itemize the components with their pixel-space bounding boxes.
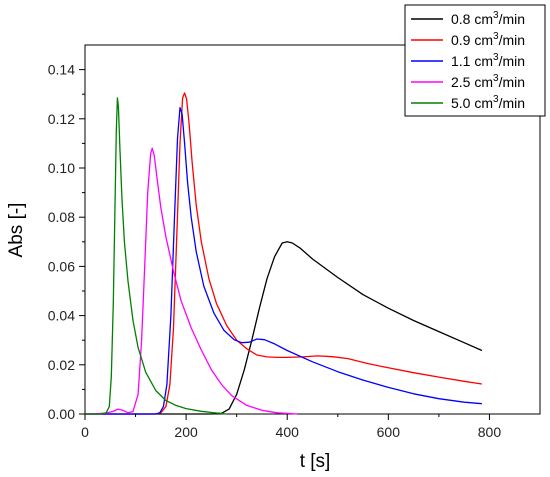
legend-label-unit: /min	[499, 32, 525, 48]
x-tick-label: 400	[276, 424, 300, 440]
legend-label-main: 1.1 cm	[451, 53, 493, 69]
plot-frame	[84, 44, 541, 415]
series-line-4	[85, 97, 227, 415]
legend-label-sup: 3	[493, 52, 499, 63]
legend-label-main: 0.9 cm	[451, 32, 493, 48]
legend-label-unit: /min	[499, 11, 525, 27]
y-tick-label: 0.00	[48, 406, 75, 422]
legend-label-2: 1.1 cm3/min	[451, 52, 525, 69]
legend-label-3: 2.5 cm3/min	[451, 73, 525, 90]
legend-label-0: 0.8 cm3/min	[451, 10, 525, 27]
series-line-2	[85, 107, 482, 415]
y-tick-label: 0.06	[48, 258, 75, 274]
legend-label-sup: 3	[493, 94, 499, 105]
y-tick-label: 0.04	[48, 308, 75, 324]
legend-label-1: 0.9 cm3/min	[451, 31, 525, 48]
y-tick-label: 0.10	[48, 160, 75, 176]
y-axis-title: Abs [-]	[6, 203, 27, 258]
legend-label-unit: /min	[499, 95, 525, 111]
legend-label-4: 5.0 cm3/min	[451, 94, 525, 111]
legend-label-main: 5.0 cm	[451, 95, 493, 111]
y-axis: 0.00 0.02 0.04 0.06 0.08 0.10 0.12 0.14	[48, 62, 85, 422]
x-tick-label: 0	[81, 424, 89, 440]
y-tick-label: 0.12	[48, 111, 75, 127]
legend-label-unit: /min	[499, 74, 525, 90]
plot-border	[84, 44, 541, 415]
x-tick-label: 200	[174, 424, 198, 440]
legend-label-sup: 3	[493, 31, 499, 42]
x-axis-title: t [s]	[300, 451, 331, 472]
x-axis: 0 200 400 600 800	[81, 414, 501, 440]
legend-box	[404, 4, 546, 117]
x-tick-label: 800	[478, 424, 502, 440]
series-layer	[84, 92, 483, 415]
legend-label-sup: 3	[493, 10, 499, 21]
series-line-1	[85, 92, 482, 415]
x-tick-label: 600	[377, 424, 401, 440]
legend-label-sup: 3	[493, 73, 499, 84]
series-line-0	[85, 241, 483, 415]
legend-label-unit: /min	[499, 53, 525, 69]
y-tick-label: 0.02	[48, 357, 75, 373]
series-line-3	[84, 147, 298, 415]
y-tick-label: 0.08	[48, 209, 75, 225]
legend-label-main: 0.8 cm	[451, 11, 493, 27]
legend-label-main: 2.5 cm	[451, 74, 493, 90]
y-tick-label: 0.14	[48, 62, 75, 78]
